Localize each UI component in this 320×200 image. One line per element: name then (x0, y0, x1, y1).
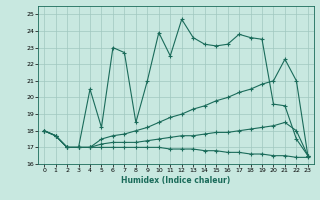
X-axis label: Humidex (Indice chaleur): Humidex (Indice chaleur) (121, 176, 231, 185)
